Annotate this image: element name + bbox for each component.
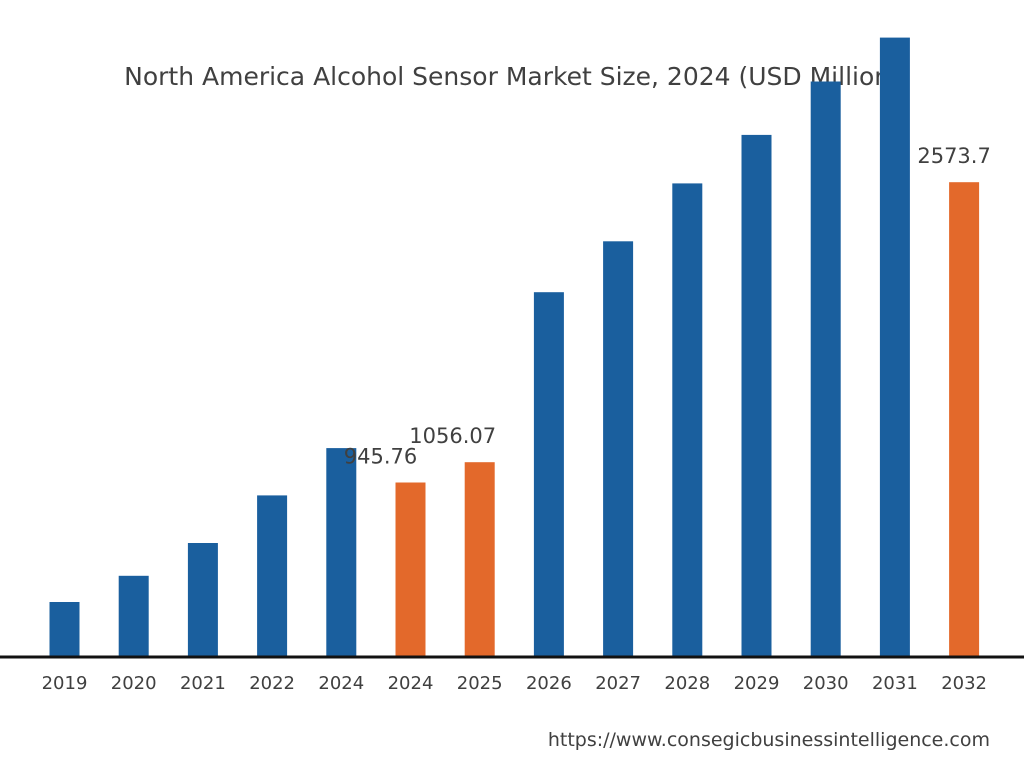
bars-group <box>49 37 980 658</box>
x-tick-label: 2025 <box>457 673 503 694</box>
bar-10 <box>741 134 772 657</box>
bar-7 <box>533 292 564 657</box>
bar-11 <box>810 81 841 657</box>
data-label: 1056.07 <box>409 424 496 448</box>
chart-title: North America Alcohol Sensor Market Size… <box>124 62 900 91</box>
x-tick-label: 2026 <box>526 673 572 694</box>
x-tick-label: 2024 <box>388 673 434 694</box>
x-tick-label: 2024 <box>318 673 364 694</box>
bar-12 <box>879 37 910 658</box>
x-tick-label: 2029 <box>734 673 780 694</box>
bar-2 <box>187 543 218 657</box>
x-tick-label: 2032 <box>941 673 987 694</box>
data-label: 945.76 <box>344 445 417 469</box>
x-tick-label: 2019 <box>42 673 88 694</box>
bar-13 <box>949 182 980 657</box>
x-tick-label: 2031 <box>872 673 918 694</box>
bar-8 <box>603 241 634 658</box>
bar-1 <box>118 575 149 657</box>
x-tick-label: 2030 <box>803 673 849 694</box>
x-tick-label: 2028 <box>664 673 710 694</box>
x-tick-label: 2022 <box>249 673 295 694</box>
data-label: 2573.7 <box>917 144 990 168</box>
bar-6 <box>464 462 495 657</box>
x-tick-label: 2021 <box>180 673 226 694</box>
x-tick-label: 2027 <box>595 673 641 694</box>
bar-0 <box>49 602 80 657</box>
bar-4 <box>326 448 357 657</box>
source-url[interactable]: https://www.consegicbusinessintelligence… <box>547 729 990 751</box>
bar-3 <box>257 495 288 657</box>
x-tick-label: 2020 <box>111 673 157 694</box>
bar-9 <box>672 183 703 657</box>
bar-5 <box>395 482 426 657</box>
x-tick-labels: 2019 2020 2021 2022 2024 2024 2025 2026 2027 2028… <box>42 673 987 694</box>
